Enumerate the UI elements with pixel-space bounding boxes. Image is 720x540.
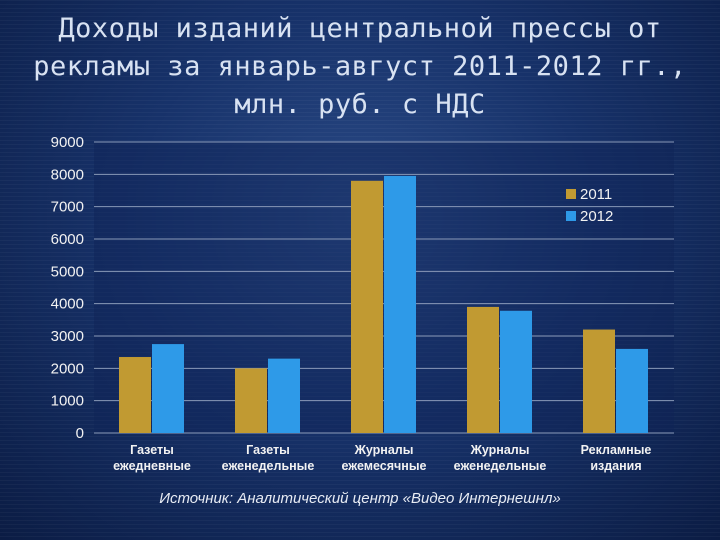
y-axis-ticks: 0 1000 2000 3000 4000 5000 6000 7000 8000 9000 [51,134,84,442]
legend-swatch-2011 [566,189,576,199]
source-note: Источник: Аналитический центр «Видео Инт… [159,490,561,507]
y-tick-label: 6000 [51,231,84,248]
bar-2012-3 [500,310,532,433]
y-tick-label: 5000 [51,263,84,280]
bar-2012-0 [152,344,184,433]
y-tick-label: 9000 [51,134,84,151]
y-tick-label: 4000 [51,296,84,313]
bar-2012-4 [616,348,648,433]
bar-2011-4 [583,329,615,433]
legend-swatch-2012 [566,211,576,221]
slide-title: Доходы изданий центральной прессы от рек… [33,13,687,120]
legend-label: 2012 [580,208,613,225]
y-tick-label: 7000 [51,199,84,216]
bar-2011-3 [467,306,499,433]
bar-2012-1 [268,358,300,433]
bar-2011-0 [119,357,151,433]
x-tick-label: еженедельные [222,459,315,473]
legend-label: 2011 [580,186,612,203]
x-tick-label: Газеты [130,443,174,457]
y-tick-label: 0 [76,425,84,442]
y-tick-label: 2000 [51,360,84,377]
y-tick-label: 1000 [51,393,84,410]
y-tick-label: 8000 [51,166,84,183]
x-tick-label: Журналы [470,443,530,457]
x-tick-label: еженедельные [454,459,547,473]
x-tick-label: ежемесячные [342,459,427,473]
bars [119,175,648,433]
x-tick-label: Рекламные [581,443,652,457]
bar-2011-2 [351,180,383,433]
x-tick-label: ежедневные [113,459,191,473]
x-tick-label: Журналы [354,443,414,457]
x-tick-label: Газеты [246,443,290,457]
x-axis-labels: Газеты ежедневные Газеты еженедельные Журнал… [113,443,651,473]
y-tick-label: 3000 [51,328,84,345]
x-tick-label: издания [590,459,641,473]
bar-2011-1 [235,368,267,433]
legend: 2011 2012 [566,186,613,225]
bar-2012-2 [384,175,416,433]
